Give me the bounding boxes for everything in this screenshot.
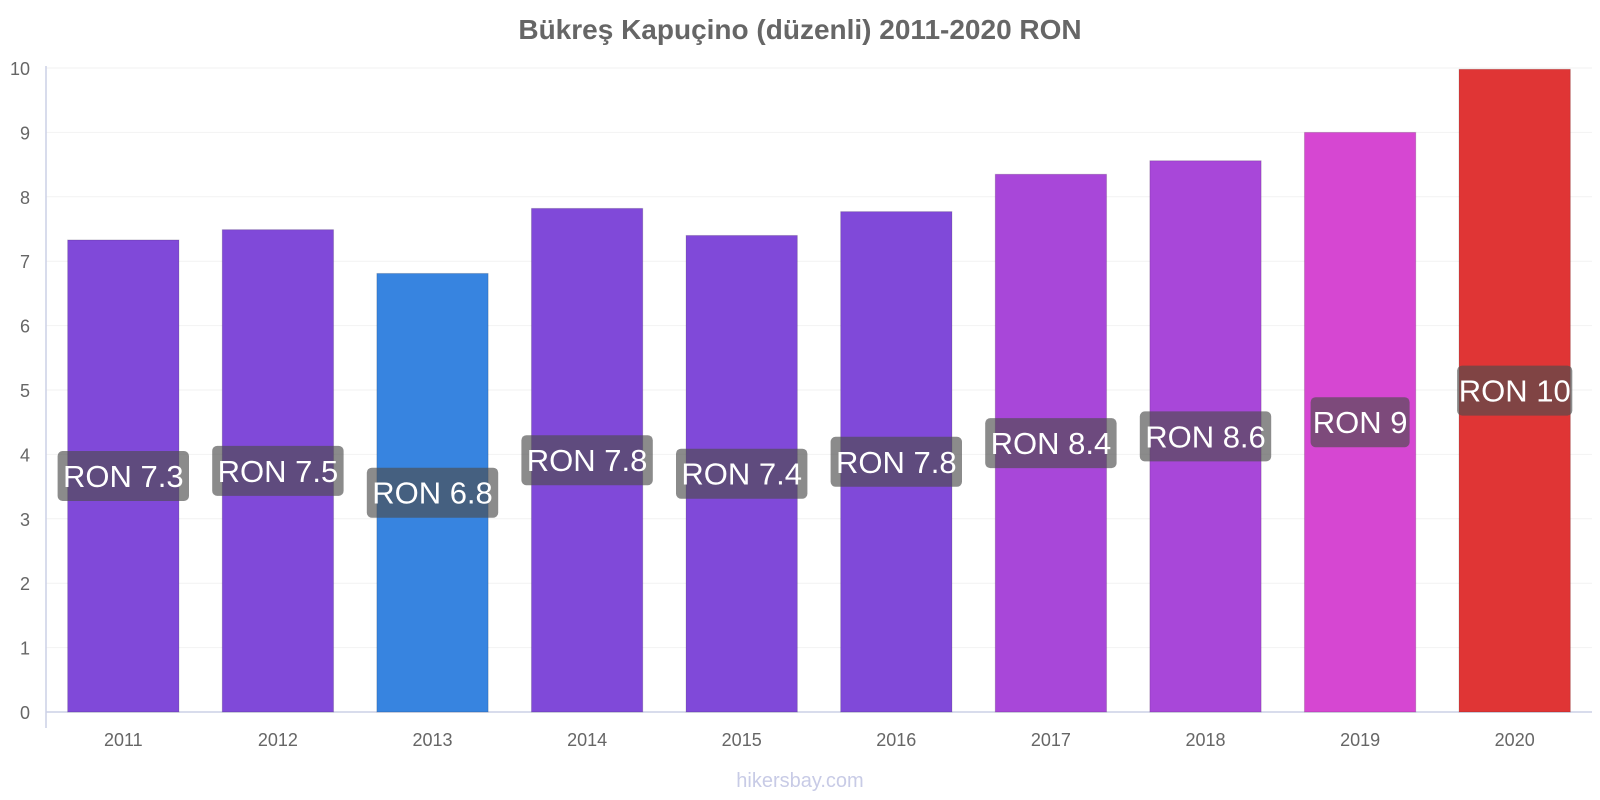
y-tick-label: 7 bbox=[20, 252, 30, 272]
data-label: RON 7.4 bbox=[681, 457, 802, 492]
x-tick-label: 2017 bbox=[1031, 730, 1071, 750]
x-tick-label: 2011 bbox=[104, 730, 143, 750]
x-tick-label: 2018 bbox=[1185, 730, 1225, 750]
data-label-box bbox=[1310, 397, 1410, 448]
y-tick-label: 1 bbox=[20, 639, 30, 659]
data-label-box bbox=[521, 435, 653, 486]
data-label-box bbox=[57, 450, 189, 501]
data-label: RON 8.4 bbox=[991, 426, 1112, 461]
y-tick-label: 0 bbox=[20, 703, 30, 723]
y-tick-label: 10 bbox=[10, 59, 30, 79]
data-label: RON 7.8 bbox=[836, 445, 957, 480]
x-tick-label: 2020 bbox=[1495, 730, 1535, 750]
x-tick-label: 2014 bbox=[567, 730, 607, 750]
data-label-box bbox=[366, 467, 499, 518]
data-label: RON 8.6 bbox=[1145, 419, 1266, 454]
y-tick-label: 4 bbox=[20, 445, 30, 465]
y-tick-label: 2 bbox=[20, 574, 30, 594]
x-tick-label: 2013 bbox=[412, 730, 452, 750]
x-tick-label: 2012 bbox=[258, 730, 298, 750]
data-label: RON 10 bbox=[1459, 374, 1571, 409]
y-tick-label: 9 bbox=[20, 123, 30, 143]
x-tick-label: 2015 bbox=[722, 730, 762, 750]
data-label-box bbox=[985, 418, 1117, 469]
data-label: RON 9 bbox=[1313, 405, 1408, 440]
data-label-box bbox=[1139, 411, 1272, 462]
chart-title: Bükreş Kapuçino (düzenli) 2011-2020 RON bbox=[518, 14, 1082, 45]
data-label: RON 6.8 bbox=[372, 476, 493, 511]
data-label-box bbox=[1457, 365, 1573, 416]
y-tick-label: 3 bbox=[20, 510, 30, 530]
watermark: hikersbay.com bbox=[736, 770, 864, 792]
data-label-box bbox=[676, 448, 808, 499]
data-label-box bbox=[830, 436, 962, 487]
data-label: RON 7.3 bbox=[63, 459, 184, 494]
x-tick-label: 2016 bbox=[876, 730, 916, 750]
data-label-box bbox=[212, 445, 344, 496]
y-tick-label: 8 bbox=[20, 188, 30, 208]
data-label: RON 7.5 bbox=[218, 454, 339, 489]
y-tick-label: 6 bbox=[20, 317, 30, 337]
data-label: RON 7.8 bbox=[527, 443, 648, 478]
y-tick-label: 5 bbox=[20, 381, 30, 401]
x-tick-label: 2019 bbox=[1340, 730, 1380, 750]
